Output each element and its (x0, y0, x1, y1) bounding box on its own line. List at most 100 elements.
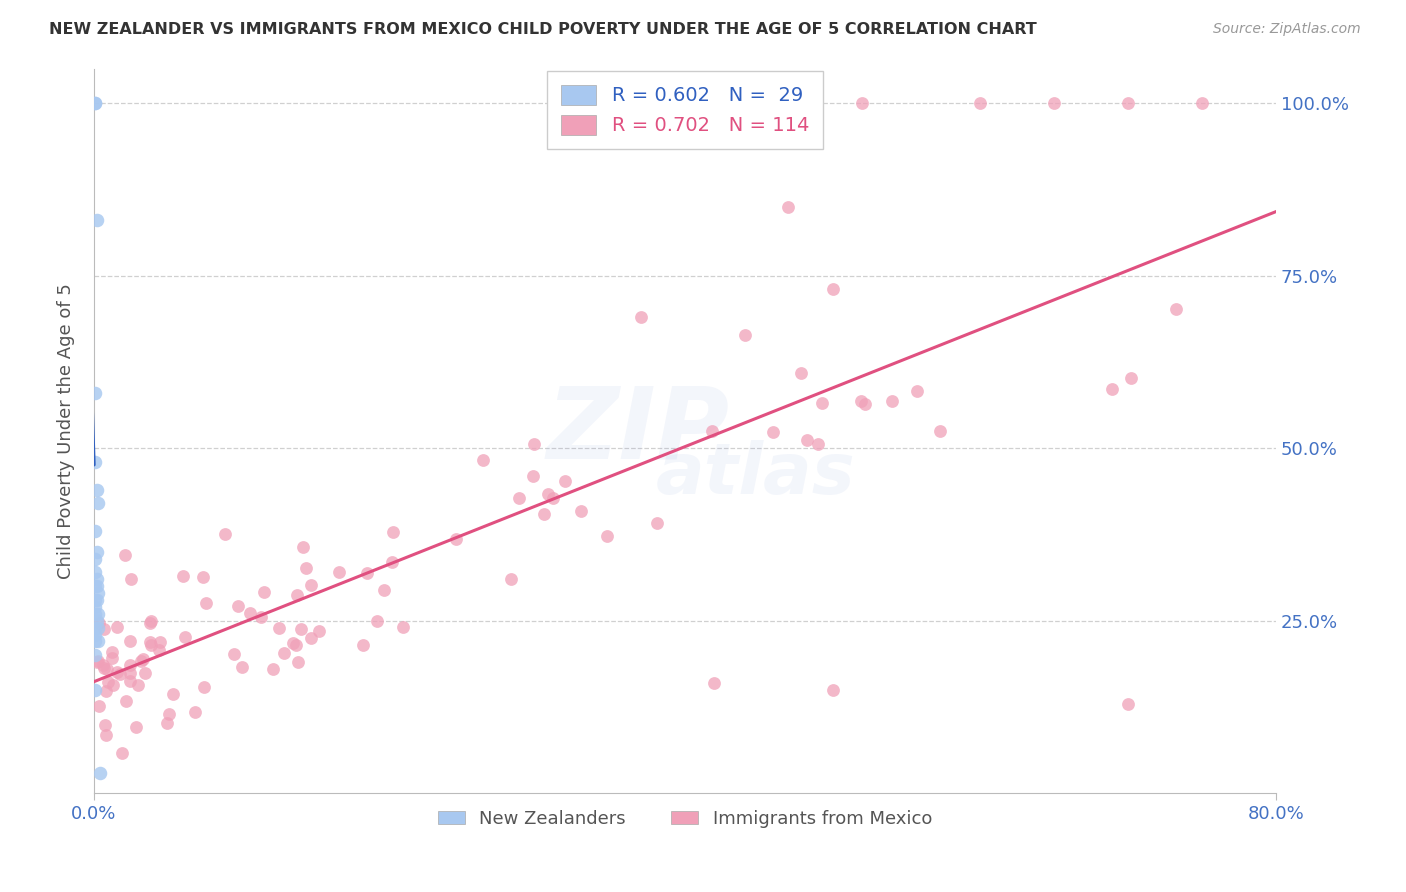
Point (299, 577, 322, 591)
Point (1164, 302, 1187, 317)
Point (105, 665, 128, 679)
Point (86, 572, 108, 586)
Point (84, 551, 107, 566)
Point (97, 674, 120, 689)
Point (811, 396, 834, 410)
Text: ZIP: ZIP (546, 383, 730, 479)
Point (172, 569, 194, 583)
Point (118, 674, 141, 689)
Point (647, 516, 669, 530)
Point (86, 483, 108, 497)
Point (762, 425, 785, 440)
Point (87, 607, 110, 621)
Point (249, 609, 271, 624)
Point (127, 678, 149, 692)
Point (352, 638, 374, 652)
Point (101, 651, 124, 665)
Point (673, 96, 696, 111)
Point (291, 540, 314, 554)
Point (139, 635, 162, 649)
Point (290, 622, 312, 636)
Point (162, 687, 184, 701)
Point (294, 561, 316, 575)
Point (110, 667, 132, 681)
Point (796, 433, 818, 447)
Point (1043, 96, 1066, 111)
Point (821, 682, 844, 697)
Point (533, 507, 555, 521)
Point (285, 638, 308, 652)
Point (508, 491, 530, 505)
Point (105, 620, 128, 634)
Point (120, 572, 142, 586)
Point (87, 634, 110, 648)
Point (184, 705, 207, 719)
Point (1116, 697, 1139, 711)
Point (226, 599, 249, 614)
Legend: New Zealanders, Immigrants from Mexico: New Zealanders, Immigrants from Mexico (430, 803, 939, 835)
Point (299, 632, 322, 646)
Point (93, 661, 115, 675)
Point (444, 532, 467, 546)
Point (969, 96, 991, 111)
Point (129, 655, 152, 669)
Point (700, 424, 723, 438)
Point (285, 588, 308, 602)
Point (734, 328, 756, 343)
Point (132, 652, 155, 666)
Point (84, 607, 107, 621)
Point (118, 665, 141, 680)
Point (501, 572, 523, 586)
Point (789, 366, 811, 380)
Point (851, 96, 873, 111)
Point (84, 634, 107, 648)
Point (807, 437, 830, 451)
Point (239, 606, 262, 620)
Point (84, 593, 107, 607)
Point (114, 548, 136, 562)
Point (84, 682, 107, 697)
Point (156, 716, 179, 731)
Point (853, 397, 876, 411)
Point (882, 393, 904, 408)
Point (84, 96, 107, 111)
Point (84, 386, 107, 401)
Point (703, 676, 725, 690)
Point (214, 526, 236, 541)
Y-axis label: Child Poverty Under the Age of 5: Child Poverty Under the Age of 5 (58, 283, 75, 579)
Point (118, 633, 141, 648)
Point (569, 504, 592, 518)
Point (87, 496, 110, 510)
Point (382, 525, 405, 540)
Point (173, 630, 195, 644)
Point (262, 662, 284, 676)
Point (86, 579, 108, 593)
Point (84, 455, 107, 469)
Point (93, 657, 115, 672)
Point (472, 453, 495, 467)
Point (392, 620, 415, 634)
Point (93, 622, 115, 636)
Point (287, 656, 309, 670)
Point (101, 678, 124, 692)
Point (273, 646, 295, 660)
Point (84, 579, 107, 593)
Point (308, 624, 330, 638)
Point (541, 491, 564, 506)
Point (139, 615, 162, 629)
Point (537, 486, 560, 500)
Point (114, 694, 136, 708)
Point (149, 635, 172, 649)
Point (86, 213, 108, 227)
Point (84, 566, 107, 580)
Point (87, 621, 110, 635)
Point (84, 621, 107, 635)
Point (148, 642, 170, 657)
Point (111, 746, 134, 760)
Point (84, 599, 107, 614)
Point (849, 393, 872, 408)
Point (1116, 96, 1139, 111)
Point (157, 706, 180, 721)
Point (231, 660, 253, 674)
Point (523, 437, 546, 451)
